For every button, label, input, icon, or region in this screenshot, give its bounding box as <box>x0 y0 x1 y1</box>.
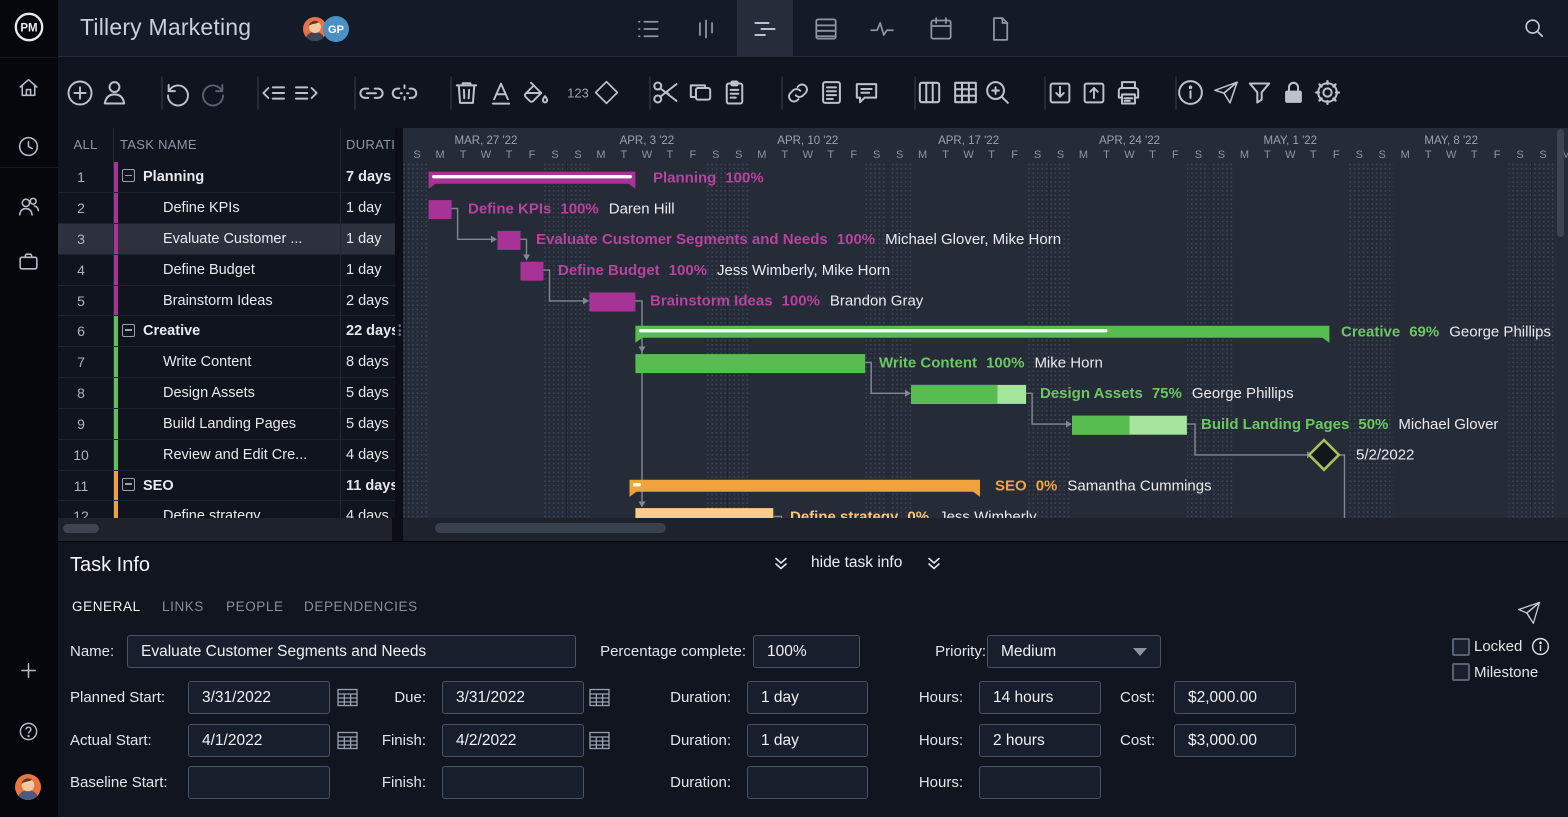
svg-text:W: W <box>1446 149 1457 161</box>
svg-text:5/2/2022: 5/2/2022 <box>1356 447 1414 464</box>
svg-text:APR, 24 '22: APR, 24 '22 <box>1099 135 1160 147</box>
svg-text:F: F <box>850 149 857 161</box>
svg-text:T: T <box>1103 149 1110 161</box>
svg-text:S: S <box>1034 149 1041 161</box>
svg-text:M: M <box>1079 149 1088 161</box>
svg-text:M: M <box>757 149 766 161</box>
svg-text:T: T <box>1310 149 1317 161</box>
svg-text:T: T <box>667 149 674 161</box>
svg-text:M: M <box>1401 149 1410 161</box>
svg-text:F: F <box>1494 149 1501 161</box>
svg-text:M: M <box>918 149 927 161</box>
svg-text:S: S <box>896 149 903 161</box>
svg-text:F: F <box>690 149 697 161</box>
svg-text:F: F <box>1333 149 1340 161</box>
svg-text:S: S <box>574 149 581 161</box>
svg-text:W: W <box>1124 149 1135 161</box>
svg-text:S: S <box>735 149 742 161</box>
svg-text:S: S <box>1379 149 1386 161</box>
svg-text:M: M <box>1562 149 1568 161</box>
svg-text:T: T <box>942 149 949 161</box>
svg-text:S: S <box>1539 149 1546 161</box>
svg-text:T: T <box>1264 149 1271 161</box>
svg-text:F: F <box>1011 149 1018 161</box>
svg-text:GP: GP <box>328 24 344 36</box>
svg-text:APR, 17 '22: APR, 17 '22 <box>938 135 999 147</box>
svg-text:W: W <box>803 149 814 161</box>
svg-text:Evaluate Customer Segments and: Evaluate Customer Segments and Needs 100%… <box>536 231 1061 248</box>
svg-text:S: S <box>413 149 420 161</box>
svg-text:S: S <box>873 149 880 161</box>
svg-text:W: W <box>481 149 492 161</box>
svg-text:F: F <box>1172 149 1179 161</box>
svg-text:T: T <box>1149 149 1156 161</box>
svg-text:T: T <box>988 149 995 161</box>
svg-text:S: S <box>1195 149 1202 161</box>
svg-text:T: T <box>1471 149 1478 161</box>
svg-text:S: S <box>551 149 558 161</box>
svg-text:S: S <box>1516 149 1523 161</box>
svg-text:S: S <box>1356 149 1363 161</box>
svg-text:T: T <box>506 149 513 161</box>
svg-text:T: T <box>1425 149 1432 161</box>
svg-text:PM: PM <box>20 22 37 34</box>
svg-text:MAY, 1 '22: MAY, 1 '22 <box>1264 135 1318 147</box>
svg-text:W: W <box>642 149 653 161</box>
svg-text:W: W <box>963 149 974 161</box>
svg-text:S: S <box>712 149 719 161</box>
svg-text:APR, 3 '22: APR, 3 '22 <box>620 135 675 147</box>
svg-text:T: T <box>781 149 788 161</box>
svg-text:T: T <box>827 149 834 161</box>
svg-text:S: S <box>1218 149 1225 161</box>
svg-text:S: S <box>1057 149 1064 161</box>
svg-text:MAR, 27 '22: MAR, 27 '22 <box>455 135 518 147</box>
svg-text:MAY, 8 '22: MAY, 8 '22 <box>1424 135 1478 147</box>
svg-text:M: M <box>436 149 445 161</box>
svg-text:M: M <box>596 149 605 161</box>
svg-text:APR, 10 '22: APR, 10 '22 <box>777 135 838 147</box>
svg-text:T: T <box>621 149 628 161</box>
svg-text:T: T <box>460 149 467 161</box>
svg-text:M: M <box>1240 149 1249 161</box>
svg-text:F: F <box>529 149 536 161</box>
svg-text:W: W <box>1285 149 1296 161</box>
